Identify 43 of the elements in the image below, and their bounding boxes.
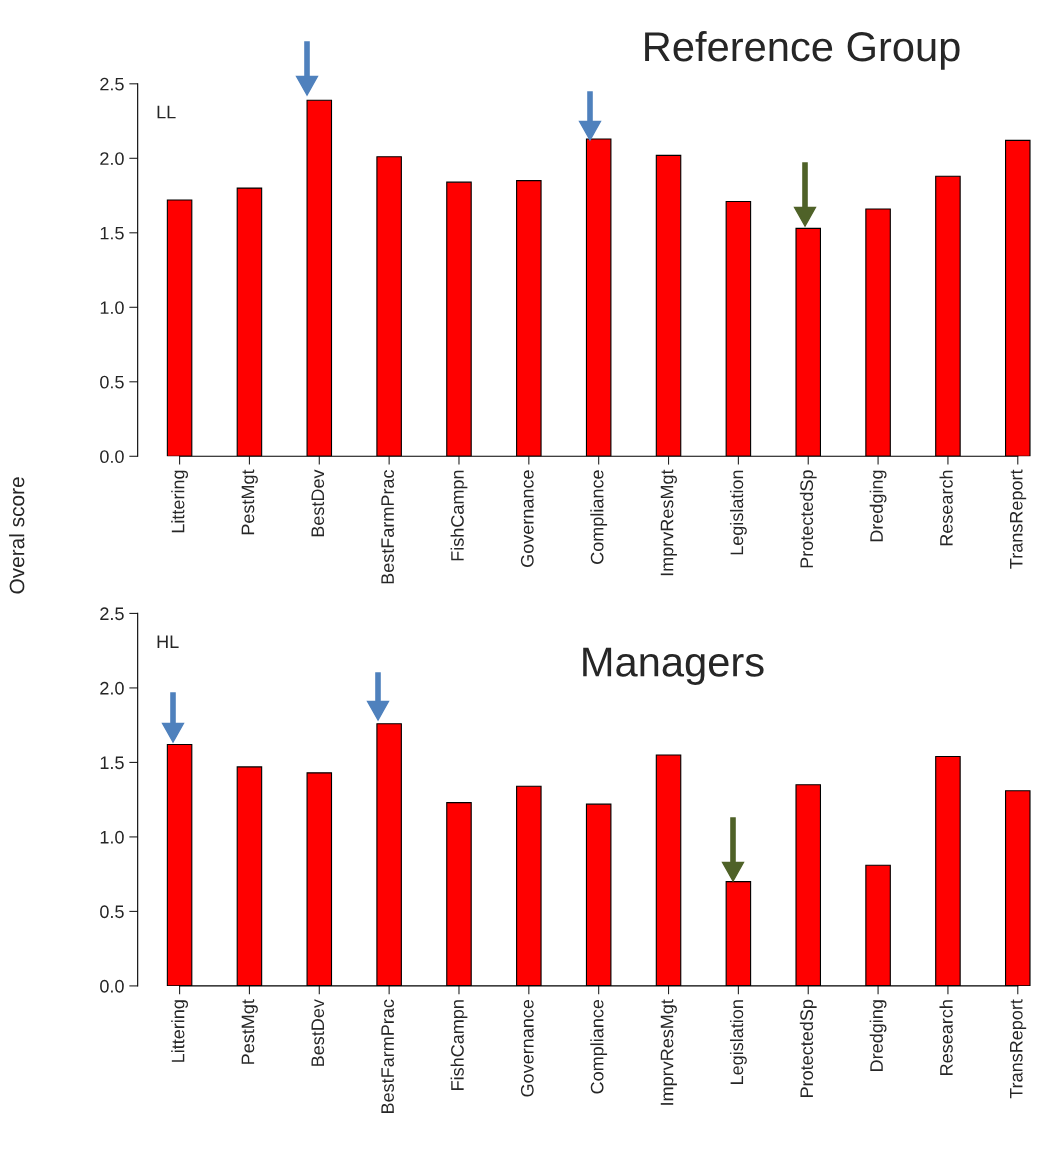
y-tick-label: 2.0	[100, 681, 124, 695]
x-tick-label: ProtectedSp	[799, 470, 817, 568]
x-tick-label: Research	[939, 470, 953, 546]
x-tick-label: Governance	[520, 999, 534, 1097]
x-tick-label: Governance	[520, 470, 534, 567]
x-tick-label: Littering	[171, 470, 188, 533]
text: Managers	[583, 647, 764, 685]
x-tick-label: Legislation	[729, 1000, 747, 1084]
x-tick-label: ProtectedSp	[799, 999, 817, 1097]
y-tick-label: 1.0	[100, 830, 124, 844]
x-tick-label: BestDev	[311, 469, 325, 537]
x-tick-label: BestFarmPrac	[381, 469, 394, 584]
y-tick-label: 1.5	[100, 226, 124, 240]
y-tick-label: 1.5	[100, 756, 124, 770]
x-tick-label: TransReport	[1010, 469, 1027, 569]
chart-title: Reference Group	[645, 30, 960, 70]
y-tick-label: 1.0	[100, 301, 124, 315]
x-tick-label: FishCampn	[450, 1000, 468, 1090]
y-tick-label: 2.5	[100, 607, 124, 621]
x-tick-label: TransReport	[1010, 999, 1027, 1099]
x-tick-label: BestDev	[311, 999, 325, 1066]
x-tick-label: BestFarmPrac	[381, 999, 394, 1113]
x-tick-label: Dredging	[869, 1000, 887, 1071]
x-tick-label: ImprvResMgt	[660, 469, 677, 576]
y-tick-label: 2.0	[100, 152, 124, 166]
x-tick-label: Compliance	[590, 999, 608, 1094]
x-tick-label: PestMgt	[241, 469, 258, 535]
x-tick-label: Legislation	[729, 470, 747, 555]
y-tick-label: 2.5	[100, 77, 124, 91]
y-axis-title: Overal score	[9, 477, 25, 594]
x-tick-label: FishCampn	[450, 470, 468, 561]
y-tick-label: 0.5	[100, 905, 124, 919]
y-tick-label: 0.0	[100, 979, 124, 993]
text: HL	[157, 635, 179, 648]
x-tick-label: ImprvResMgt	[660, 999, 677, 1105]
y-tick-label: 0.5	[100, 375, 124, 389]
x-tick-label: Compliance	[590, 470, 608, 564]
x-tick-label: Littering	[171, 1000, 188, 1062]
x-tick-label: Dredging	[869, 470, 887, 542]
y-tick-label: 0.0	[100, 450, 124, 464]
text: LL	[157, 105, 176, 119]
x-tick-label: Research	[939, 1000, 953, 1075]
x-tick-label: PestMgt	[241, 999, 258, 1064]
